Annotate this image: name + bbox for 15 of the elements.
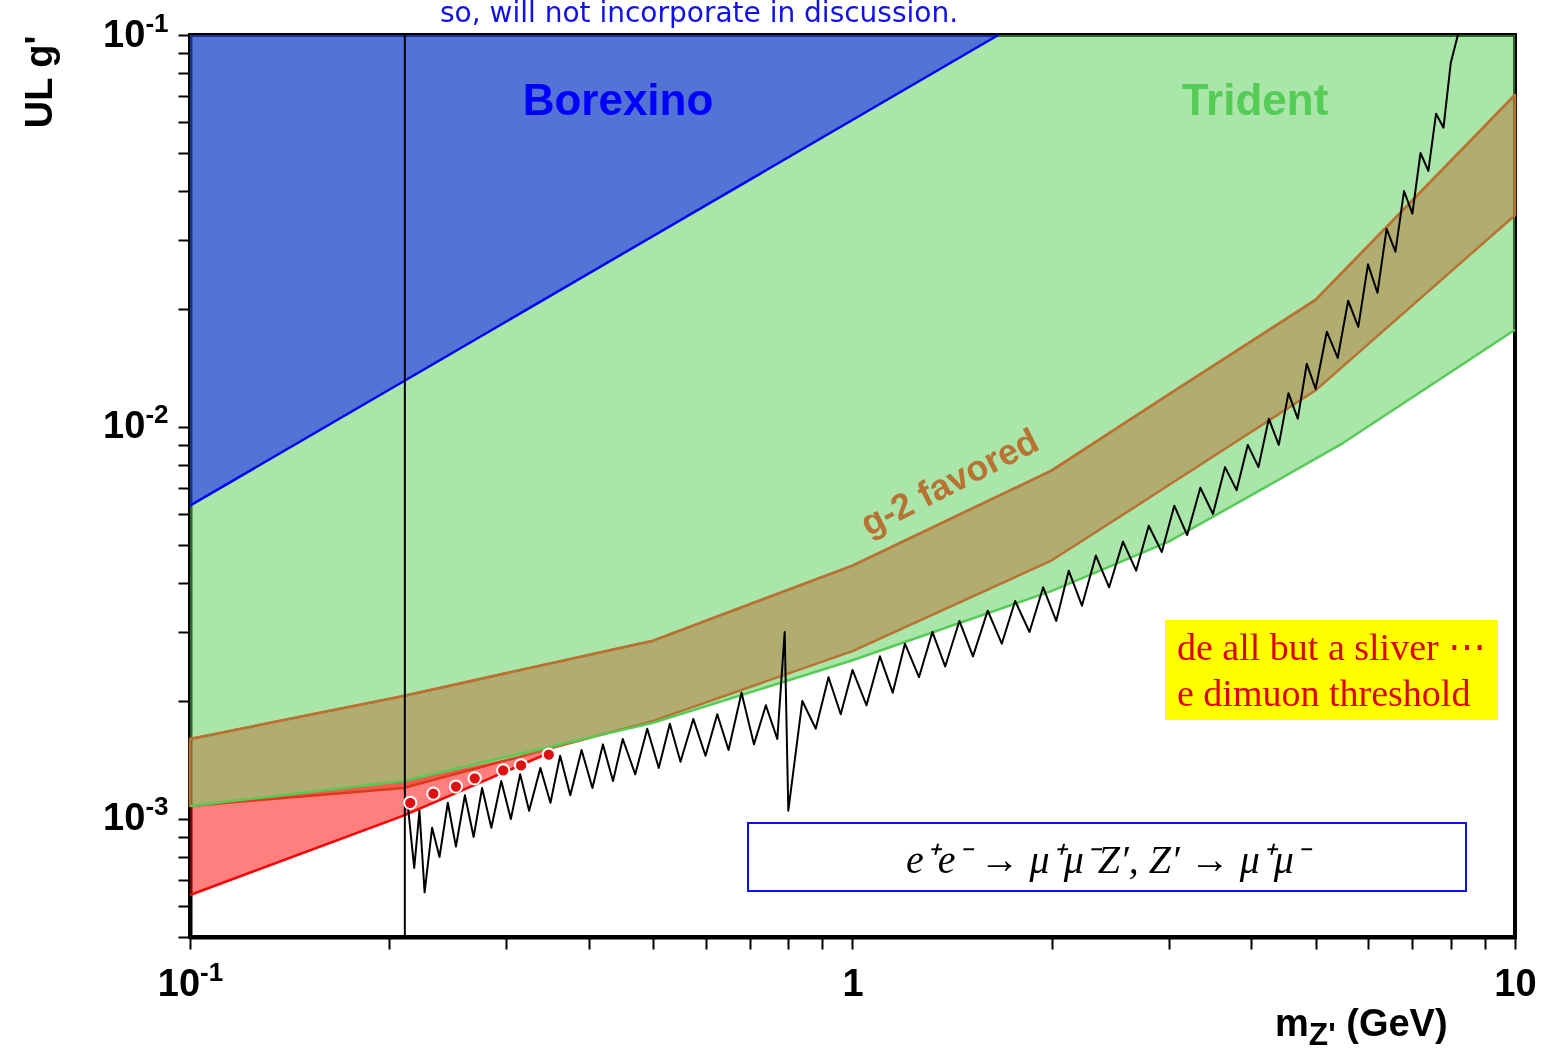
- series-label: Borexino: [522, 75, 714, 124]
- y-tick-label: 10$^{-3}$: [103, 791, 169, 839]
- note-box: de all but a sliver ⋯ e dimuon threshold: [1165, 620, 1499, 720]
- x-axis-title: m$_{Z'}$ (GeV): [1275, 1002, 1448, 1053]
- x-tick-label: 10$^{-1}$: [157, 956, 224, 1004]
- y-axis-title: UL g': [17, 35, 60, 129]
- y-tick-label: 10$^{-1}$: [103, 7, 169, 55]
- annotation: de all but a sliver ⋯: [1177, 625, 1487, 670]
- text: Trident: [1181, 75, 1329, 124]
- annotation: e⁺e⁻ → μ⁺μ⁻Z′, Z′ → μ⁺μ⁻: [747, 822, 1467, 892]
- annotation: e dimuon threshold: [1177, 671, 1472, 716]
- x-tick-label: 10: [1494, 961, 1537, 1004]
- text: so, will not incorporate in discussion.: [440, 0, 959, 29]
- y-tick-label: 10$^{-2}$: [103, 399, 169, 447]
- x-tick-label: 1: [842, 961, 864, 1004]
